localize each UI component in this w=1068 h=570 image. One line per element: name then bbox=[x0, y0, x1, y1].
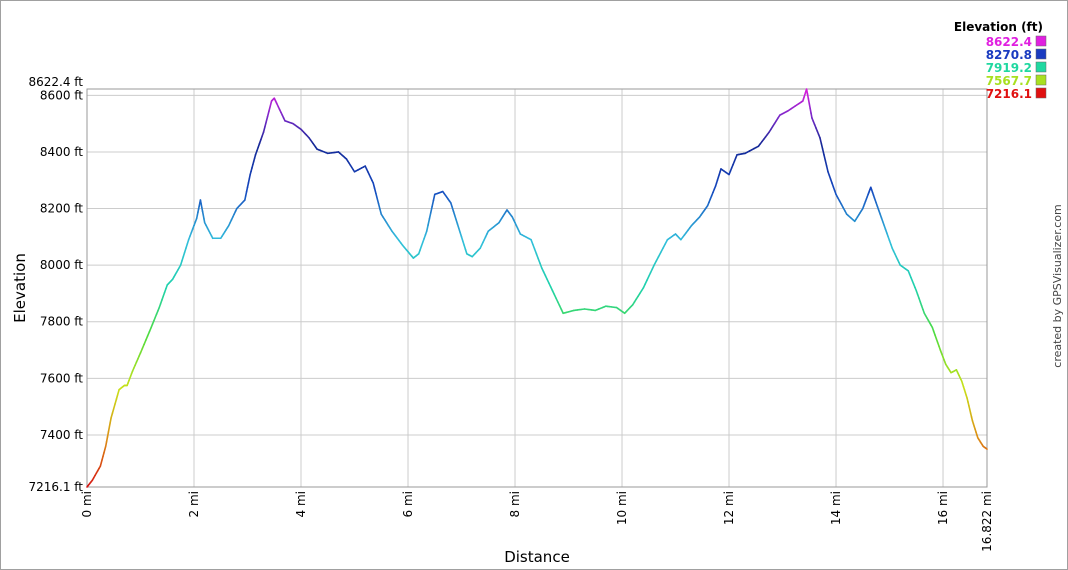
legend: Elevation (ft) 8622.48270.87919.27567.77… bbox=[954, 20, 1047, 101]
line-segment bbox=[110, 412, 114, 419]
line-segment bbox=[823, 153, 827, 162]
line-segment bbox=[265, 115, 269, 123]
line-segment bbox=[532, 243, 536, 250]
x-tick-label: 4 mi bbox=[294, 491, 308, 517]
elevation-line bbox=[86, 88, 988, 488]
y-axis-title: Elevation bbox=[11, 253, 29, 323]
legend-entry-label: 7216.1 bbox=[986, 87, 1032, 101]
line-segment bbox=[115, 393, 119, 400]
legend-swatch bbox=[1035, 35, 1047, 47]
x-tick-labels: 0 mi 2 mi 4 mi 6 mi 8 mi 10 mi 12 mi 14 mi 16 mi… bbox=[80, 491, 994, 552]
x-tick-label: 2 mi bbox=[187, 491, 201, 517]
line-segment bbox=[379, 208, 383, 215]
line-segment bbox=[820, 142, 824, 150]
line-segment bbox=[264, 120, 268, 128]
line-segment bbox=[535, 253, 539, 260]
legend-swatch bbox=[1035, 48, 1047, 60]
line-segment bbox=[268, 105, 272, 113]
line-segment bbox=[425, 224, 429, 232]
x-tick-label: 10 mi bbox=[615, 491, 629, 525]
y-tick-label: 8400 ft bbox=[40, 145, 83, 159]
line-segment bbox=[808, 102, 811, 110]
line-segment bbox=[432, 193, 436, 202]
y-tick-labels: 7216.1 ft 7400 ft 7600 ft 7800 ft 8000 ft 820… bbox=[28, 75, 83, 494]
line-segment bbox=[372, 182, 376, 190]
grid-layer bbox=[86, 88, 988, 488]
y-tick-label: 8000 ft bbox=[40, 258, 83, 272]
legend-swatch bbox=[1035, 87, 1047, 99]
line-segment bbox=[111, 407, 115, 415]
y-tick-label: 8622.4 ft bbox=[28, 75, 83, 89]
y-tick-label: 7600 ft bbox=[40, 371, 83, 385]
line-segment bbox=[805, 88, 809, 95]
line-segment bbox=[108, 421, 111, 429]
x-axis-title: Distance bbox=[504, 548, 570, 566]
line-segment bbox=[533, 248, 538, 255]
line-segment bbox=[825, 165, 829, 173]
credit-text: created by GPSVisualizer.com bbox=[1051, 204, 1064, 367]
line-segment bbox=[806, 93, 810, 100]
legend-swatch bbox=[1035, 74, 1047, 86]
x-tick-label: 12 mi bbox=[722, 491, 736, 525]
y-tick-label: 7216.1 ft bbox=[28, 480, 83, 494]
line-segment bbox=[376, 197, 380, 205]
line-segment bbox=[429, 205, 433, 214]
x-tick-label: 16 mi bbox=[936, 491, 950, 525]
legend-entry-label: 7919.2 bbox=[986, 61, 1032, 75]
line-segment bbox=[809, 107, 812, 114]
legend-title: Elevation (ft) bbox=[954, 20, 1043, 34]
y-tick-label: 7800 ft bbox=[40, 315, 83, 329]
line-segment bbox=[807, 97, 811, 105]
line-segment bbox=[112, 403, 116, 410]
legend-entry-label: 8270.8 bbox=[986, 48, 1032, 62]
legend-entry-label: 7567.7 bbox=[986, 74, 1032, 88]
line-segment bbox=[539, 262, 543, 269]
line-segment bbox=[373, 187, 377, 195]
line-segment bbox=[377, 203, 381, 210]
line-segment bbox=[537, 257, 541, 265]
line-segment bbox=[428, 211, 432, 220]
x-tick-label: 0 mi bbox=[80, 491, 94, 517]
line-segment bbox=[114, 398, 118, 405]
line-segment bbox=[431, 199, 435, 208]
x-tick-label: 8 mi bbox=[508, 491, 522, 517]
line-segment bbox=[266, 110, 270, 118]
x-tick-label: 6 mi bbox=[401, 491, 415, 517]
line-segment bbox=[819, 136, 823, 145]
line-segment bbox=[821, 148, 825, 156]
y-tick-label: 8200 ft bbox=[40, 202, 83, 216]
line-segment bbox=[262, 126, 266, 133]
line-segment bbox=[375, 192, 379, 200]
legend-entry-label: 8622.4 bbox=[986, 35, 1032, 49]
line-segment bbox=[824, 159, 828, 167]
x-tick-label: 16.822 mi bbox=[980, 491, 994, 552]
line-segment bbox=[109, 417, 112, 424]
plot-frame bbox=[86, 88, 988, 488]
line-segment bbox=[116, 388, 120, 396]
y-tick-label: 7400 ft bbox=[40, 428, 83, 442]
x-tick-label: 14 mi bbox=[829, 491, 843, 525]
line-segment bbox=[530, 238, 534, 246]
line-segment bbox=[106, 431, 110, 438]
line-segment bbox=[427, 218, 431, 226]
line-segment bbox=[810, 112, 813, 119]
line-segment bbox=[105, 436, 109, 443]
legend-swatch bbox=[1035, 61, 1047, 73]
y-tick-label: 8600 ft bbox=[40, 88, 83, 102]
line-segment bbox=[269, 100, 273, 107]
